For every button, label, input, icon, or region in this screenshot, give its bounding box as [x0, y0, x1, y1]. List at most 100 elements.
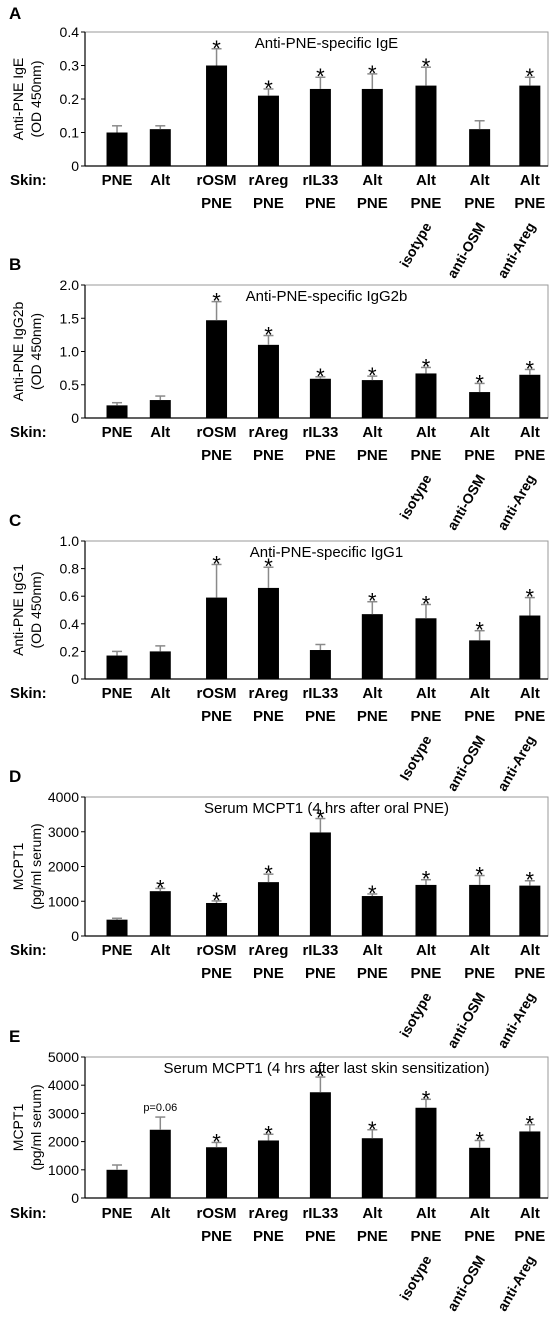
y-tick-label: 4000 [48, 789, 79, 805]
x-tick-label: PNE [305, 1228, 336, 1245]
significance-marker: * [368, 61, 377, 86]
x-tick-label: PNE [357, 1228, 388, 1245]
significance-marker: * [264, 323, 273, 348]
significance-marker: * [526, 1112, 535, 1137]
x-tick-label: PNE [305, 195, 336, 212]
chart-title: Anti-PNE-specific IgG1 [250, 544, 403, 561]
x-tick-label: Alt [416, 685, 436, 702]
chart-title: Serum MCPT1 (4 hrs after last skin sensi… [164, 1060, 490, 1077]
significance-marker: * [316, 64, 325, 89]
panel-label: B [9, 255, 21, 274]
bar [149, 129, 171, 166]
x-tick-label: rIL33 [302, 424, 338, 441]
x-tick-label: PNE [253, 1228, 284, 1245]
chart-title: Anti-PNE-specific IgG2b [246, 288, 408, 305]
y-tick-label: 2000 [48, 1134, 79, 1150]
y-axis-label: Anti-PNE IgE [10, 58, 26, 140]
x-tick-label: rIL33 [302, 172, 338, 189]
x-tick-label-treatment: anti-Areg [494, 990, 539, 1051]
significance-marker: * [475, 618, 484, 643]
bar [106, 132, 128, 166]
x-tick-label: Alt [150, 424, 170, 441]
significance-marker: * [264, 861, 273, 886]
y-tick-label: 3000 [48, 824, 79, 840]
x-tick-label: PNE [514, 447, 545, 464]
bar [361, 614, 383, 679]
significance-marker: * [475, 1127, 484, 1152]
bar [257, 344, 279, 418]
x-tick-label: PNE [514, 965, 545, 982]
panel-label: D [9, 767, 21, 786]
bar [361, 896, 383, 936]
y-tick-label: 0 [71, 410, 79, 426]
y-tick-label: 0.2 [60, 643, 80, 659]
y-axis-label: MCPT1 [10, 843, 26, 891]
x-tick-label-treatment: anti-OSM [444, 1253, 489, 1314]
row-label: Skin: [10, 1205, 47, 1222]
x-tick-label: PNE [514, 708, 545, 725]
y-axis-label: (OD 450nm) [28, 313, 44, 390]
x-tick-label: Alt [362, 942, 382, 959]
x-tick-label: PNE [305, 447, 336, 464]
significance-marker: * [475, 370, 484, 395]
chart-panel-e: E Serum MCPT1 (4 hrs after last skin sens… [9, 1027, 549, 1314]
y-tick-label: 0.4 [60, 616, 80, 632]
significance-marker: * [316, 1064, 325, 1089]
y-tick-label: 0.1 [60, 125, 80, 141]
x-tick-label: PNE [411, 1228, 442, 1245]
x-tick-label: Alt [470, 172, 490, 189]
x-tick-label-treatment: anti-OSM [444, 472, 489, 533]
y-tick-label: 1.0 [60, 533, 80, 549]
x-tick-label: rAreg [248, 424, 288, 441]
y-tick-label: 2.0 [60, 277, 80, 293]
x-tick-label: PNE [253, 708, 284, 725]
x-tick-label: Alt [520, 1205, 540, 1222]
y-tick-label: 4000 [48, 1077, 79, 1093]
y-tick-label: 0 [71, 671, 79, 687]
bar [149, 400, 171, 418]
x-tick-label: PNE [253, 965, 284, 982]
y-tick-label: 0.2 [60, 91, 80, 107]
bar [206, 902, 228, 936]
significance-marker: * [212, 888, 221, 913]
y-tick-label: 0 [71, 928, 79, 944]
x-tick-label: Alt [520, 172, 540, 189]
x-tick-label: Alt [470, 685, 490, 702]
chart-panel-b: B Anti-PNE-specific IgG2b 0 0.5 1.0 1.5 2.0 Ant… [9, 255, 549, 533]
y-axis-label: (pg/ml serum) [28, 823, 44, 909]
x-tick-label: PNE [201, 195, 232, 212]
significance-marker: * [368, 363, 377, 388]
y-axis-label: Anti-PNE IgG2b [10, 301, 26, 401]
x-tick-label: rOSM [197, 942, 237, 959]
y-tick-label: 2000 [48, 859, 79, 875]
x-tick-label: PNE [464, 965, 495, 982]
significance-marker: * [526, 356, 535, 381]
y-tick-label: 3000 [48, 1105, 79, 1121]
y-tick-label: 1.0 [60, 344, 80, 360]
x-tick-label: PNE [201, 708, 232, 725]
x-tick-label: PNE [201, 965, 232, 982]
x-tick-label: rOSM [197, 1205, 237, 1222]
bar [415, 1107, 437, 1198]
x-tick-label: rOSM [197, 172, 237, 189]
x-tick-label: rOSM [197, 685, 237, 702]
y-axis-label: (pg/ml serum) [28, 1084, 44, 1170]
x-tick-label-treatment: anti-Areg [494, 472, 539, 533]
bar [206, 320, 228, 418]
x-tick-label: PNE [514, 1228, 545, 1245]
x-tick-label-treatment: Isotype [396, 732, 434, 783]
bar [309, 88, 331, 166]
bar [361, 380, 383, 418]
x-tick-label: PNE [411, 965, 442, 982]
x-tick-label: Alt [470, 942, 490, 959]
significance-marker: * [156, 875, 165, 900]
x-tick-label: PNE [357, 195, 388, 212]
x-tick-label: Alt [416, 1205, 436, 1222]
x-tick-label: rAreg [248, 942, 288, 959]
bar [206, 597, 228, 679]
bar [206, 1147, 228, 1198]
significance-marker: * [212, 551, 221, 576]
bar [469, 1147, 491, 1198]
bar [519, 1131, 541, 1198]
